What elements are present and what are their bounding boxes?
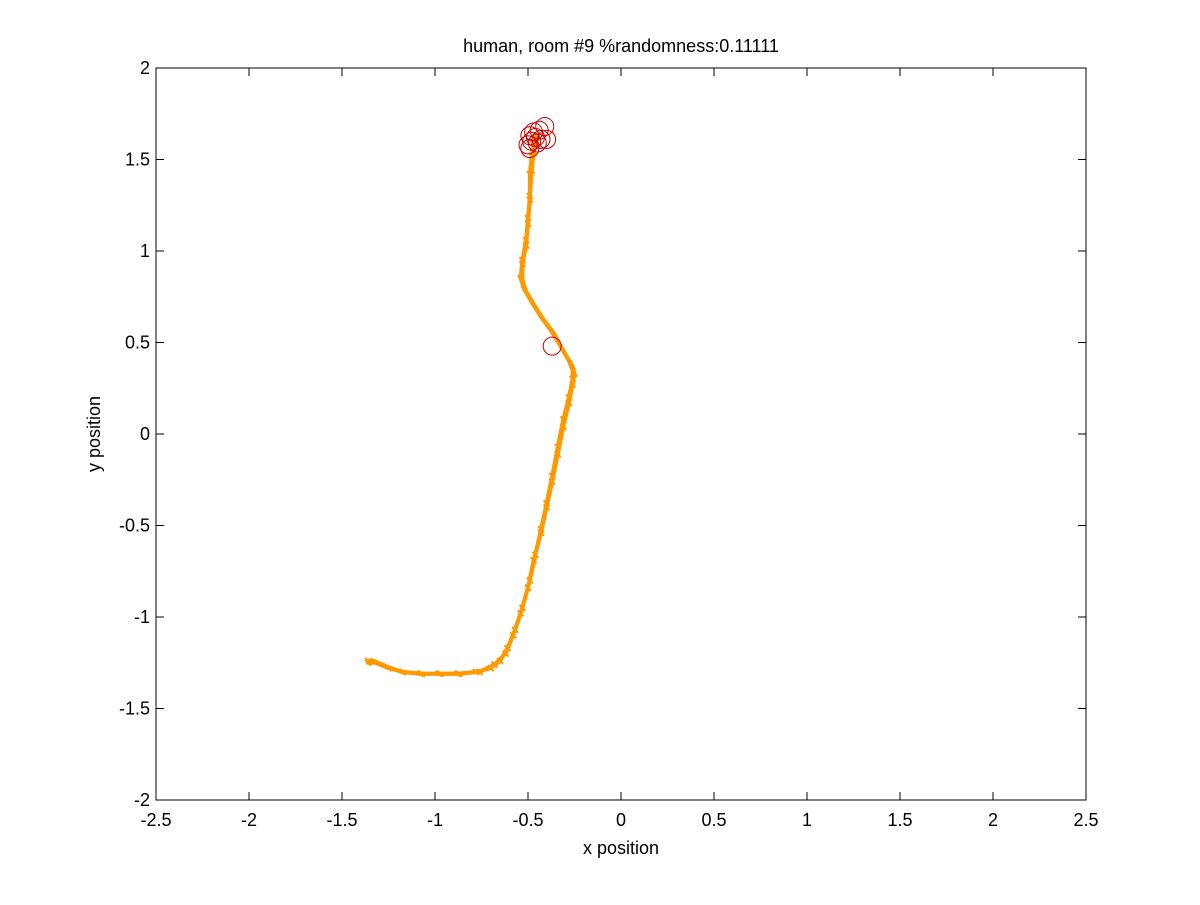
y-tick-label: 0.5 <box>125 333 150 353</box>
trajectory-point <box>475 668 484 676</box>
trajectory-point <box>516 609 525 618</box>
plot-area: -2.5 -2 -1.5 -1 -0.5 0 0.5 1 1.5 2 2.5-2-1.5-1-0.5… <box>119 58 1099 830</box>
x-tick-label: -2.5 <box>140 810 171 830</box>
red-circle-marker <box>527 133 547 153</box>
trajectory-point <box>568 380 577 389</box>
trajectory-point <box>528 298 536 306</box>
y-tick-label: -0.5 <box>119 516 150 536</box>
trajectory-point <box>384 664 393 672</box>
x-tick-label: 1 <box>802 810 812 830</box>
trajectory-point <box>524 584 532 592</box>
chart-title: human, room #9 %randomness:0.11111 <box>463 36 779 56</box>
x-tick-label: -1.5 <box>326 810 357 830</box>
red-circle-marker <box>520 139 540 159</box>
trajectory-point <box>455 670 463 678</box>
red-circle-marker <box>537 129 557 149</box>
x-tick-label: 0 <box>616 810 626 830</box>
trajectory-point <box>522 236 530 244</box>
trajectory-point <box>436 670 445 678</box>
y-tick-label: -2 <box>134 790 150 810</box>
y-tick-label: -1.5 <box>119 699 150 719</box>
trajectory-point <box>509 631 517 640</box>
red-circle-marker <box>518 135 538 155</box>
red-circle-marker <box>542 336 562 356</box>
trajectory-point <box>518 256 527 264</box>
trajectory-point <box>546 325 555 334</box>
trajectory-point <box>548 477 556 486</box>
trajectory-point <box>528 166 536 175</box>
trajectory-point <box>399 668 408 676</box>
trajectory-point <box>533 132 542 140</box>
y-tick-label: 1.5 <box>125 150 150 170</box>
trajectory-point <box>570 369 579 378</box>
y-tick-label: 2 <box>140 58 150 78</box>
x-tick-label: -2 <box>241 810 257 830</box>
y-tick-label: 0 <box>140 424 150 444</box>
plot-box <box>155 67 1087 801</box>
trajectory-point <box>520 285 528 294</box>
trajectory-point <box>537 529 545 537</box>
trajectory-point <box>542 503 551 511</box>
trajectory-point <box>563 353 571 361</box>
x-tick-label: -0.5 <box>512 810 543 830</box>
trajectory-point <box>568 362 577 370</box>
trajectory-point <box>537 313 545 321</box>
x-tick-label: 0.5 <box>701 810 726 830</box>
x-tick-label: 1.5 <box>887 810 912 830</box>
trajectory-point <box>524 214 532 222</box>
trajectory-point <box>371 659 380 667</box>
trajectory-point <box>364 659 372 667</box>
trajectory-point <box>490 660 499 669</box>
x-axis-label: x position <box>583 838 659 858</box>
trajectory-point <box>554 450 562 458</box>
y-tick-label: 1 <box>140 241 150 261</box>
trajectory-point <box>526 192 534 200</box>
trajectory-line-2 <box>366 133 577 676</box>
y-axis-label: y position <box>84 396 104 472</box>
x-tick-label: 2 <box>988 810 998 830</box>
red-circle-marker <box>535 117 555 137</box>
trajectory-point <box>501 649 510 658</box>
trajectory-point <box>565 399 573 407</box>
trajectory-point <box>559 422 568 431</box>
trajectory-point <box>529 556 538 564</box>
trajectory-point <box>418 670 426 678</box>
y-tick-label: -1 <box>134 607 150 627</box>
x-tick-label: -1 <box>427 810 443 830</box>
trajectory-point <box>516 274 525 283</box>
x-tick-label: 2.5 <box>1073 810 1098 830</box>
